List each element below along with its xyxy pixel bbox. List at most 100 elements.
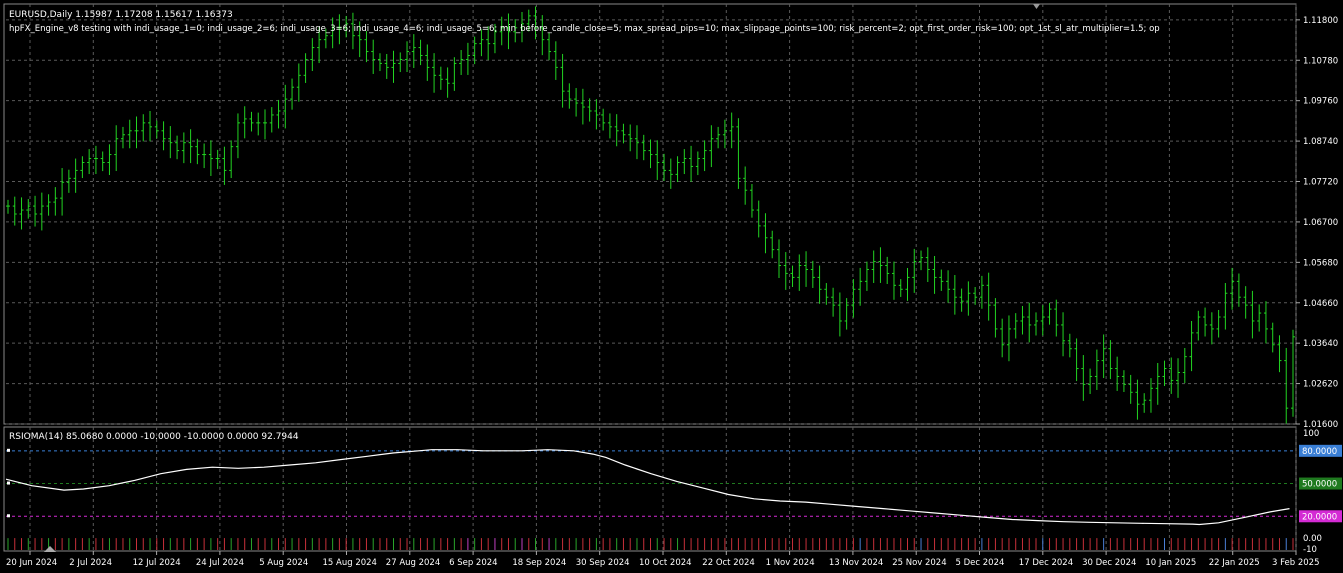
ohlc-bar <box>709 125 714 168</box>
shift-marker-icon[interactable] <box>1033 4 1040 9</box>
price-tick-label: 1.03640 <box>1303 339 1338 349</box>
ohlc-bar <box>634 125 639 160</box>
price-tick-label: 1.10780 <box>1303 56 1338 66</box>
ohlc-bar <box>1074 338 1079 382</box>
ohlc-bar <box>202 143 207 169</box>
ohlc-bar <box>134 116 139 149</box>
ohlc-bar <box>1034 312 1038 336</box>
ohlc-bar <box>1000 318 1005 358</box>
ohlc-bar <box>736 118 741 189</box>
ohlc-bar <box>33 195 38 227</box>
ohlc-bar <box>952 275 957 315</box>
ohlc-bar <box>492 23 497 54</box>
ohlc-bar <box>445 67 450 98</box>
level-50-tag <box>1299 477 1342 490</box>
level-20-label: 20.0000 <box>1302 512 1337 522</box>
ohlc-bar <box>472 36 477 65</box>
ohlc-bar <box>1094 349 1099 390</box>
indicator-histogram <box>7 538 1294 550</box>
ohlc-bar <box>567 83 572 109</box>
ohlc-bar <box>824 283 829 305</box>
period-separator-icon <box>44 546 56 552</box>
indicator-panel[interactable]: 80.0000 50.0000 20.0000 100 0.00-10 RSIOMA(… <box>3 426 1342 555</box>
ohlc-bar <box>702 140 707 172</box>
ohlc-bar <box>925 247 930 283</box>
ohlc-bar <box>858 267 863 306</box>
ohlc-bar <box>804 251 809 287</box>
ohlc-bar <box>797 254 802 291</box>
ohlc-bar <box>1291 329 1295 417</box>
ohlc-bar <box>851 279 856 318</box>
ohlc-bar <box>235 113 240 159</box>
time-tick-label: 5 Dec 2024 <box>956 558 1005 568</box>
ohlc-bar <box>912 248 917 293</box>
time-tick-label: 15 Aug 2024 <box>323 558 377 568</box>
ohlc-bar <box>317 27 322 64</box>
price-grid <box>6 4 1297 425</box>
ohlc-bar <box>222 146 227 185</box>
ohlc-bar <box>513 19 518 43</box>
ohlc-bar <box>1216 309 1221 338</box>
ohlc-bar <box>979 275 984 309</box>
ohlc-bar <box>810 260 815 288</box>
time-tick-label: 22 Oct 2024 <box>702 558 755 568</box>
ohlc-bar <box>790 265 795 287</box>
ohlc-bar <box>885 256 890 285</box>
ohlc-bar <box>1223 282 1228 330</box>
indicator-tick-label: 0.00 <box>1303 534 1322 544</box>
ohlc-bar <box>398 52 403 73</box>
ohlc-bar <box>1277 335 1282 373</box>
ohlc-bar <box>871 250 876 283</box>
time-tick-label: 30 Dec 2024 <box>1082 558 1136 568</box>
ohlc-bar <box>520 11 524 43</box>
ohlc-bar <box>1067 333 1072 358</box>
ohlc-bar <box>716 126 721 149</box>
ohlc-bar <box>614 114 619 147</box>
ohlc-bar <box>743 166 748 205</box>
ohlc-bar <box>175 135 180 160</box>
ohlc-bar <box>1250 290 1255 339</box>
ohlc-bar <box>506 13 511 50</box>
ohlc-bar <box>411 34 416 69</box>
ohlc-bar <box>1236 273 1241 307</box>
ohlc-bar <box>1243 286 1248 319</box>
ohlc-bar <box>1047 302 1052 325</box>
ohlc-bar <box>533 6 538 40</box>
ohlc-bar <box>53 187 58 216</box>
ohlc-bar <box>628 124 633 152</box>
ohlc-bar <box>242 106 247 139</box>
indicator-panel-frame <box>3 426 1297 552</box>
ohlc-bar <box>1270 322 1275 353</box>
ohlc-bar <box>831 287 836 317</box>
level-80-marker <box>7 448 10 452</box>
time-tick-label: 13 Nov 2024 <box>829 558 883 568</box>
ohlc-bar <box>993 298 998 338</box>
ohlc-bar <box>1128 374 1133 404</box>
ea-info: hpFX_Engine_v8 testing with indi_usage_1… <box>9 24 1160 34</box>
ohlc-bar <box>330 17 335 49</box>
indicator-tick-label: 100 <box>1303 429 1319 439</box>
ohlc-bar <box>438 66 443 90</box>
price-panel[interactable]: 1.11800 1.10780 1.09760 1.08740 1.07720 1.067… <box>3 3 1338 430</box>
price-tick-label: 1.05680 <box>1303 258 1338 268</box>
price-bars[interactable] <box>6 6 1295 424</box>
ohlc-bar <box>1209 312 1214 345</box>
indicator-levels: 80.0000 50.0000 20.0000 <box>6 444 1342 523</box>
ohlc-bar <box>499 16 504 46</box>
price-tick-label: 1.01600 <box>1303 420 1338 430</box>
ohlc-bar <box>668 158 673 189</box>
price-tick-label: 1.06700 <box>1303 218 1338 228</box>
ohlc-bar <box>939 269 944 291</box>
time-tick-label: 18 Sep 2024 <box>512 558 566 568</box>
ohlc-bar <box>215 149 220 170</box>
time-tick-label: 10 Jan 2025 <box>1145 558 1196 568</box>
ohlc-bar <box>432 53 437 93</box>
ohlc-bar <box>607 113 612 139</box>
ohlc-bar <box>891 261 896 300</box>
ohlc-bar <box>418 39 423 66</box>
ohlc-bar <box>1142 393 1147 413</box>
time-tick-label: 6 Sep 2024 <box>449 558 497 568</box>
ohlc-bar <box>1162 360 1167 387</box>
ohlc-bar <box>648 139 653 169</box>
